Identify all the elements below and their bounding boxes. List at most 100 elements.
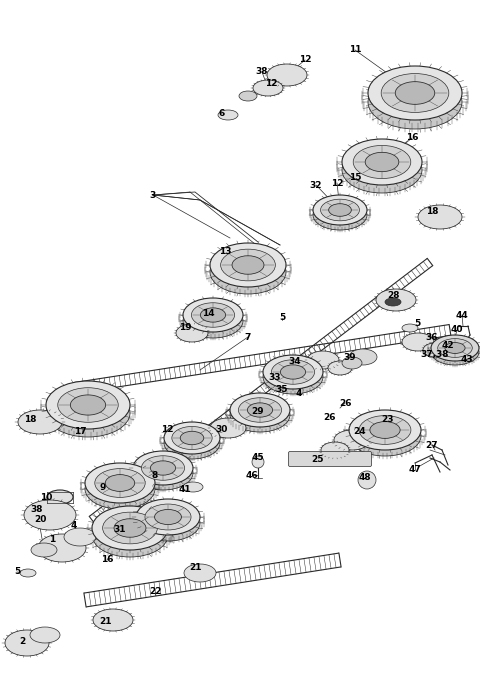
- Ellipse shape: [335, 365, 346, 371]
- Text: 30: 30: [216, 426, 228, 435]
- Ellipse shape: [232, 256, 264, 274]
- Ellipse shape: [263, 355, 323, 389]
- Text: 21: 21: [189, 563, 201, 573]
- Ellipse shape: [218, 110, 238, 120]
- Ellipse shape: [423, 343, 447, 357]
- Ellipse shape: [329, 204, 351, 216]
- Ellipse shape: [183, 304, 243, 338]
- Ellipse shape: [133, 456, 193, 490]
- Text: 38: 38: [31, 506, 43, 515]
- Ellipse shape: [280, 365, 306, 379]
- Ellipse shape: [31, 504, 69, 526]
- Ellipse shape: [247, 403, 273, 417]
- Text: 29: 29: [252, 408, 264, 416]
- Text: 45: 45: [252, 454, 264, 462]
- Ellipse shape: [313, 200, 367, 230]
- Ellipse shape: [85, 463, 155, 503]
- Ellipse shape: [145, 504, 191, 530]
- Text: 40: 40: [451, 326, 463, 334]
- Ellipse shape: [184, 564, 216, 582]
- Text: 34: 34: [288, 357, 301, 366]
- Ellipse shape: [17, 637, 37, 649]
- Text: 38: 38: [256, 68, 268, 77]
- Ellipse shape: [136, 505, 200, 541]
- Text: 16: 16: [101, 556, 113, 565]
- Ellipse shape: [172, 427, 212, 450]
- Ellipse shape: [271, 359, 314, 385]
- Text: 5: 5: [279, 313, 285, 322]
- Ellipse shape: [183, 298, 243, 332]
- Ellipse shape: [103, 512, 157, 544]
- Ellipse shape: [329, 446, 341, 454]
- Ellipse shape: [261, 85, 275, 91]
- Ellipse shape: [176, 324, 208, 342]
- Text: 5: 5: [414, 318, 420, 328]
- Text: 39: 39: [344, 353, 356, 362]
- Text: 11: 11: [349, 45, 361, 55]
- Ellipse shape: [239, 91, 257, 101]
- Ellipse shape: [321, 199, 360, 221]
- Ellipse shape: [411, 338, 425, 346]
- Ellipse shape: [431, 335, 479, 361]
- Ellipse shape: [221, 249, 276, 281]
- Ellipse shape: [31, 543, 57, 557]
- Ellipse shape: [192, 303, 235, 327]
- Ellipse shape: [58, 388, 118, 422]
- Ellipse shape: [38, 508, 62, 522]
- Text: 41: 41: [179, 485, 192, 494]
- Ellipse shape: [71, 395, 106, 415]
- Ellipse shape: [104, 615, 122, 625]
- Text: 26: 26: [339, 399, 351, 408]
- Ellipse shape: [64, 528, 96, 546]
- Ellipse shape: [230, 393, 290, 427]
- Ellipse shape: [334, 430, 370, 450]
- Ellipse shape: [430, 347, 441, 353]
- Ellipse shape: [210, 243, 286, 287]
- Ellipse shape: [349, 349, 377, 365]
- Ellipse shape: [342, 139, 422, 185]
- Text: 23: 23: [382, 416, 394, 424]
- Ellipse shape: [342, 147, 422, 193]
- Ellipse shape: [402, 333, 434, 351]
- Ellipse shape: [210, 250, 286, 294]
- Ellipse shape: [98, 612, 128, 628]
- Ellipse shape: [445, 343, 465, 353]
- Ellipse shape: [342, 357, 362, 369]
- Ellipse shape: [164, 427, 220, 459]
- Ellipse shape: [24, 413, 56, 431]
- Text: 42: 42: [442, 341, 454, 349]
- Ellipse shape: [201, 308, 226, 322]
- Text: 28: 28: [387, 290, 399, 299]
- Ellipse shape: [344, 435, 360, 445]
- Ellipse shape: [278, 70, 296, 80]
- Text: 35: 35: [276, 385, 288, 395]
- Ellipse shape: [349, 410, 421, 450]
- Text: 2: 2: [19, 636, 25, 645]
- Text: 5: 5: [14, 567, 20, 577]
- Text: 16: 16: [406, 133, 418, 142]
- Ellipse shape: [51, 542, 73, 554]
- FancyBboxPatch shape: [288, 452, 372, 466]
- Ellipse shape: [114, 519, 146, 538]
- Ellipse shape: [24, 500, 76, 530]
- Text: 4: 4: [296, 389, 302, 397]
- Text: 20: 20: [34, 515, 46, 525]
- Text: 12: 12: [331, 179, 343, 188]
- Ellipse shape: [387, 295, 405, 305]
- Ellipse shape: [253, 80, 283, 96]
- Text: 19: 19: [179, 322, 192, 332]
- Text: 33: 33: [269, 374, 281, 383]
- Ellipse shape: [418, 205, 462, 229]
- Ellipse shape: [368, 75, 462, 129]
- Ellipse shape: [150, 461, 176, 475]
- Ellipse shape: [438, 338, 472, 357]
- Ellipse shape: [38, 534, 86, 562]
- Ellipse shape: [395, 82, 435, 104]
- Text: 48: 48: [359, 473, 372, 483]
- Ellipse shape: [47, 490, 73, 504]
- Ellipse shape: [46, 389, 130, 437]
- Ellipse shape: [359, 416, 411, 444]
- Ellipse shape: [155, 509, 181, 525]
- Ellipse shape: [239, 398, 282, 422]
- Text: 47: 47: [408, 466, 421, 475]
